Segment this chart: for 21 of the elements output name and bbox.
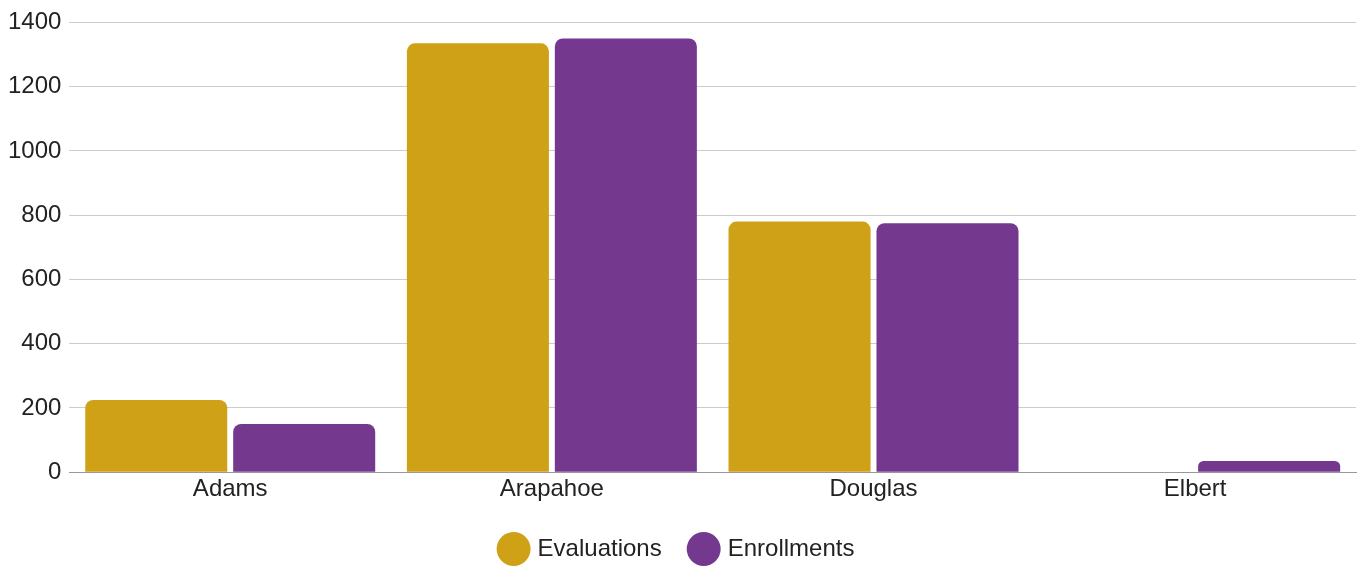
y-tick-label: 1000 bbox=[8, 135, 62, 163]
bar bbox=[406, 43, 549, 472]
bar bbox=[876, 223, 1019, 472]
bar bbox=[85, 399, 228, 472]
bar bbox=[1198, 460, 1341, 472]
x-tick-label: Elbert bbox=[1163, 474, 1227, 502]
y-tick-label: 400 bbox=[21, 328, 62, 356]
legend-label: Evaluations bbox=[537, 533, 662, 561]
y-tick-label: 800 bbox=[21, 199, 62, 227]
y-tick-label: 0 bbox=[48, 456, 62, 484]
x-tick-label: Douglas bbox=[829, 474, 918, 502]
x-tick-label: Arapahoe bbox=[499, 474, 604, 502]
y-tick-label: 600 bbox=[21, 264, 62, 292]
bar bbox=[554, 38, 697, 472]
y-tick-label: 1200 bbox=[8, 71, 62, 99]
bar bbox=[728, 221, 871, 472]
bar bbox=[233, 424, 376, 472]
y-tick-label: 200 bbox=[21, 392, 62, 420]
x-tick-label: Adams bbox=[192, 474, 268, 502]
legend-label: Enrollments bbox=[727, 533, 855, 561]
y-tick-label: 1400 bbox=[8, 7, 62, 35]
